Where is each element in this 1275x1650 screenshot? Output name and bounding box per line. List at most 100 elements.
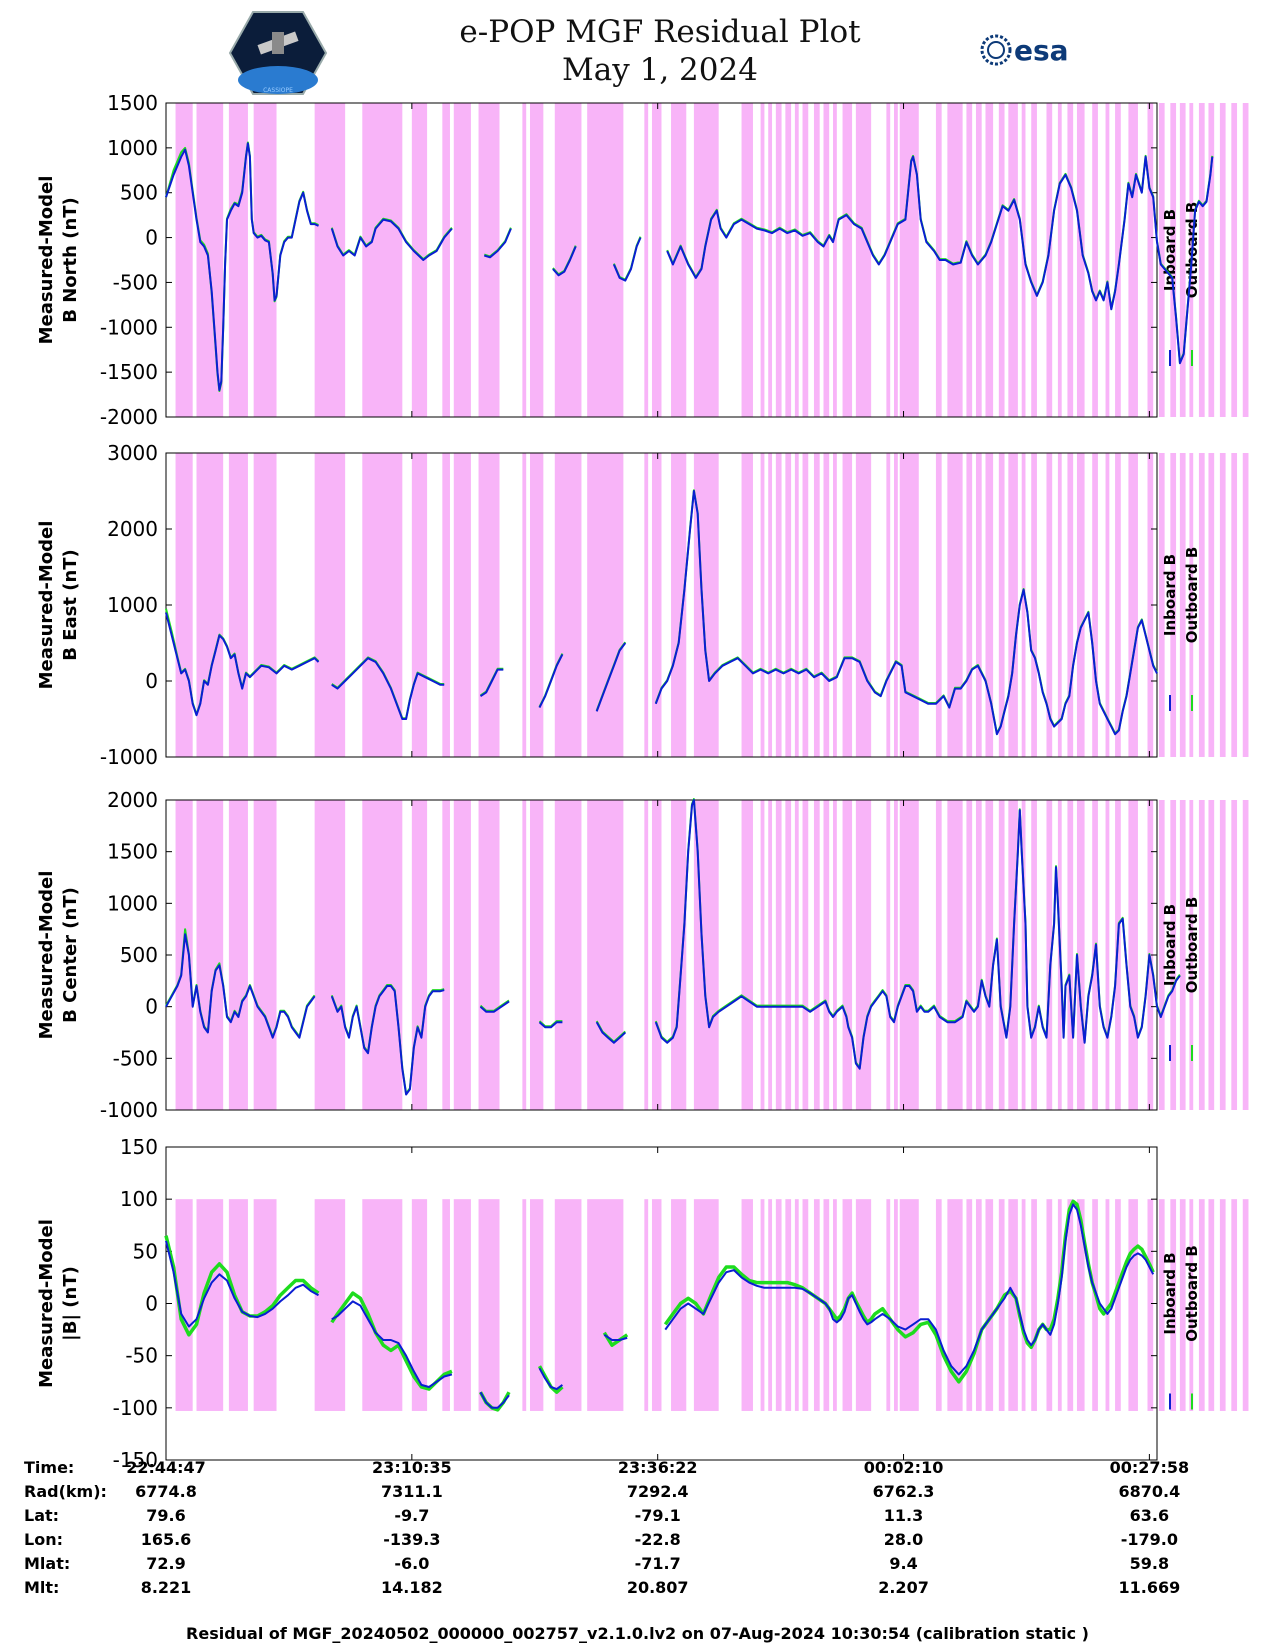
shade-interval [1242, 800, 1249, 1110]
shade-interval [899, 103, 919, 417]
xaxis-lat-value: 11.3 [883, 1506, 924, 1525]
shade-interval [671, 800, 687, 1110]
shade-interval [1231, 800, 1238, 1110]
shade-interval [1208, 453, 1215, 757]
shade-interval [947, 1199, 963, 1411]
y-tick-label: -1000 [100, 315, 158, 339]
shade-interval [886, 453, 891, 757]
series-inboard-line [603, 1333, 628, 1341]
shade-interval [899, 1199, 919, 1411]
xaxis-mlat-value: -71.7 [634, 1554, 681, 1573]
xaxis-time-value: 00:27:58 [1109, 1458, 1190, 1477]
shade-interval [1198, 800, 1205, 1110]
y-axis-label-north: B North (nT) [60, 197, 81, 323]
shade-interval [775, 103, 782, 417]
shade-interval [587, 103, 624, 417]
shade-interval [253, 453, 277, 757]
shade-interval [175, 103, 193, 417]
y-tick-label: 3000 [107, 441, 158, 465]
shade-interval [1092, 1199, 1098, 1411]
y-tick-label: 0 [145, 995, 158, 1019]
y-axis-label-center: Measured-Model [36, 871, 57, 1040]
shade-interval [554, 103, 582, 417]
shade-interval [794, 453, 799, 757]
shade-interval [813, 103, 820, 417]
shade-interval [842, 800, 853, 1110]
shade-interval [314, 1199, 346, 1411]
y-tick-label: 2000 [107, 517, 158, 541]
shade-interval [1008, 453, 1018, 757]
xaxis-lon-value: 28.0 [883, 1530, 924, 1549]
shade-interval [442, 1199, 450, 1411]
shade-interval [478, 1199, 500, 1411]
shade-interval [842, 453, 853, 757]
shade-interval [947, 800, 963, 1110]
label-time: Time: [24, 1458, 75, 1477]
shade-interval [894, 800, 898, 1110]
shade-interval [947, 103, 963, 417]
label-mlat: Mlat: [24, 1554, 71, 1573]
shade-interval [1170, 1199, 1177, 1411]
shade-interval [1105, 453, 1110, 757]
shade-interval [1208, 1199, 1215, 1411]
shade-interval [855, 1199, 872, 1411]
xaxis-rad-value: 7311.1 [380, 1482, 443, 1501]
cassiope-logo: CASSIOPE [228, 11, 328, 95]
shade-interval [253, 800, 277, 1110]
shade-interval [1067, 1199, 1074, 1411]
series-outboard-line [330, 1291, 453, 1391]
shade-interval [823, 800, 830, 1110]
shade-interval [530, 800, 544, 1110]
shade-interval [1179, 103, 1186, 417]
y-axis-label-east: B East (nT) [60, 549, 81, 661]
shade-interval [651, 800, 662, 1110]
shade-interval [760, 103, 765, 417]
shade-interval [813, 800, 820, 1110]
shade-interval [894, 1199, 898, 1411]
shade-interval [314, 453, 346, 757]
cassiope-logo-text: CASSIOPE [263, 87, 293, 94]
shade-interval [1076, 103, 1085, 417]
y-axis-label-total: Measured-Model [36, 1219, 57, 1388]
xaxis-mlt-value: 14.182 [380, 1578, 443, 1597]
label-mlt: Mlt: [24, 1578, 60, 1597]
y-axis-label-total: |B| (nT) [60, 1266, 81, 1341]
shade-interval [947, 453, 963, 757]
legend-inboard-label: Inboard B [1161, 1252, 1179, 1334]
label-lon: Lon: [24, 1530, 63, 1549]
shade-interval [842, 103, 853, 417]
legend-inboard-label: Inboard B [1161, 209, 1179, 291]
shade-interval [1092, 453, 1098, 757]
shade-interval [802, 800, 809, 1110]
shade-interval [1231, 1199, 1238, 1411]
shade-interval [530, 103, 544, 417]
shade-interval [530, 453, 544, 757]
shade-interval [442, 103, 450, 417]
series-inboard-line [666, 155, 1214, 365]
shade-interval [966, 800, 973, 1110]
shade-interval [1242, 103, 1249, 417]
shade-interval [768, 800, 773, 1110]
shade-interval [998, 1199, 1005, 1411]
shade-interval [651, 1199, 662, 1411]
shade-interval [813, 1199, 820, 1411]
shade-interval [785, 103, 792, 417]
shade-interval [1057, 103, 1062, 417]
series-inboard-line [538, 1367, 563, 1391]
series-outboard-line [602, 1331, 629, 1347]
xaxis-rad-value: 6870.4 [1118, 1482, 1181, 1501]
xaxis-lat-value: 63.6 [1129, 1506, 1170, 1525]
shade-interval [644, 103, 649, 417]
y-tick-label: 150 [120, 1135, 158, 1159]
y-tick-label: 0 [145, 226, 158, 250]
shade-interval [411, 453, 428, 757]
shade-interval [644, 1199, 649, 1411]
shade-interval [886, 1199, 891, 1411]
shade-interval [794, 103, 799, 417]
xaxis-rad-value: 7292.4 [626, 1482, 689, 1501]
shade-interval [644, 800, 649, 1110]
shade-interval [587, 800, 624, 1110]
y-tick-label: -1500 [100, 360, 158, 384]
shade-interval [785, 800, 792, 1110]
shade-interval [855, 800, 872, 1110]
